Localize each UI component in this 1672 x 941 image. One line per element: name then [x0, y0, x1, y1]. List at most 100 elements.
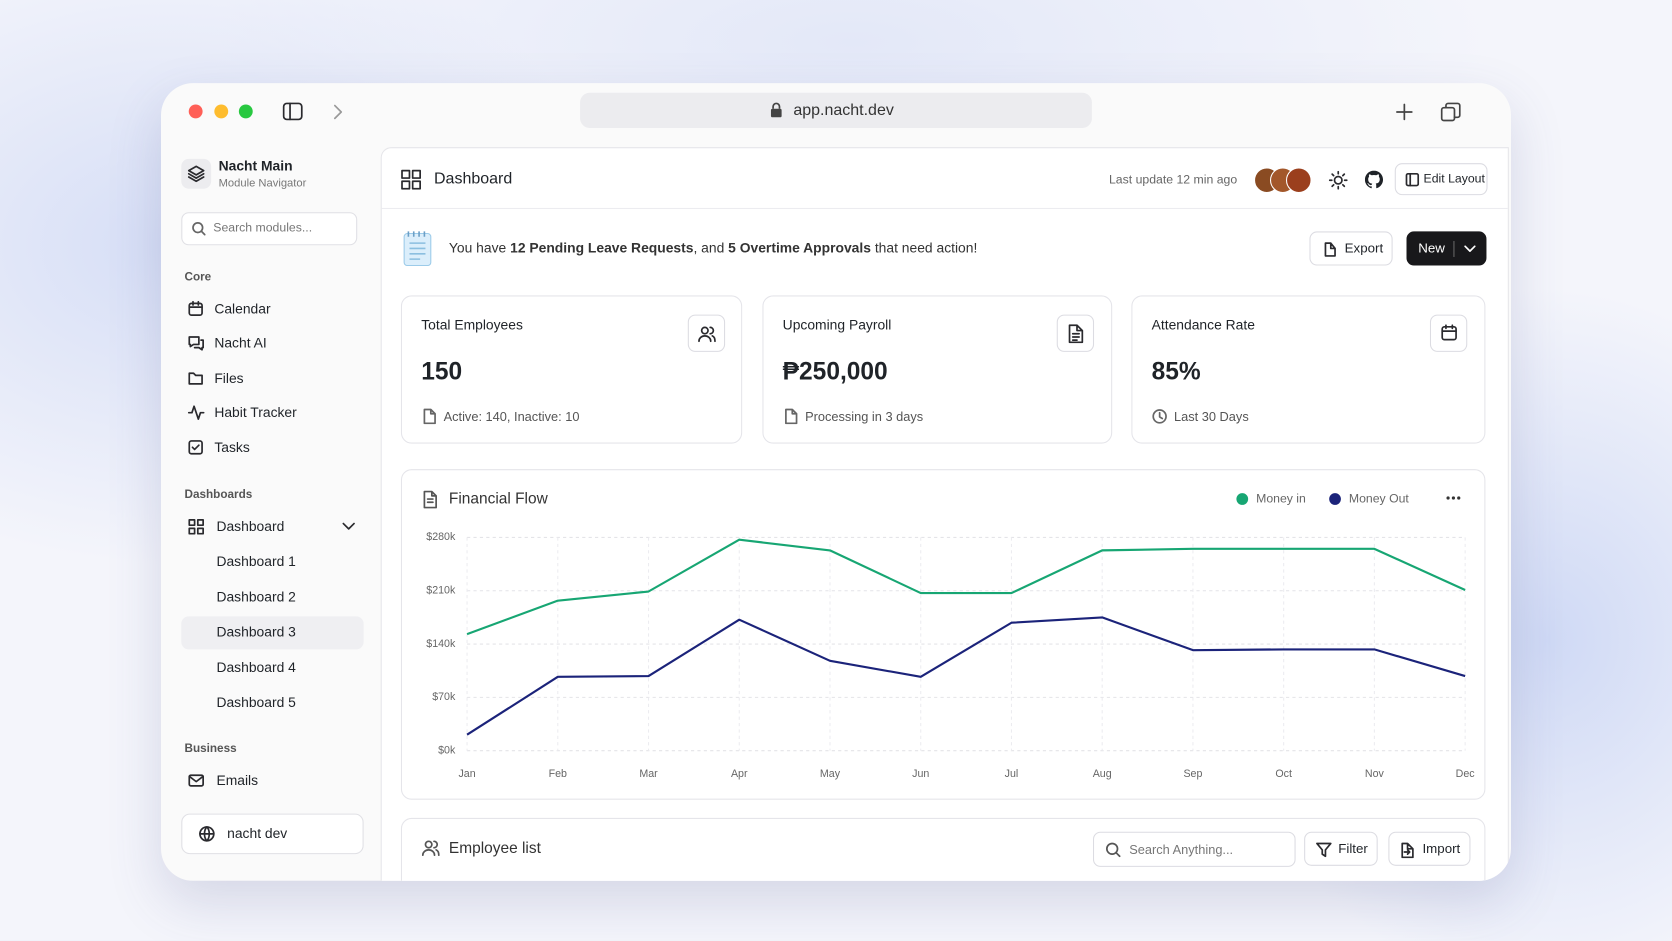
card-icon — [687, 314, 726, 352]
nav-subitem[interactable]: Dashboard 3 — [216, 623, 296, 640]
nav-item[interactable]: Files — [214, 370, 244, 387]
section-label: Dashboards — [184, 488, 253, 502]
x-tick-label: Jan — [458, 768, 475, 780]
filter-button[interactable]: Filter — [1304, 831, 1378, 866]
button-label: Filter — [1338, 841, 1368, 857]
section-label: Business — [184, 742, 237, 755]
more-menu[interactable] — [1446, 496, 1461, 500]
notice-part: , and — [693, 239, 725, 256]
page-title: Dashboard — [433, 169, 513, 188]
x-tick-label: Oct — [1275, 768, 1292, 780]
x-tick-label: Sep — [1183, 768, 1202, 780]
series-line — [466, 616, 1466, 736]
lock-icon — [770, 102, 782, 118]
header-divider — [381, 207, 1508, 210]
card-note: Active: 140, Inactive: 10 — [443, 409, 580, 425]
button-label: Export — [1344, 240, 1384, 256]
nav-item[interactable]: Dashboard — [216, 518, 285, 535]
notice-part: that need action! — [874, 239, 978, 256]
file-icon — [785, 408, 798, 425]
grid-icon — [188, 518, 204, 535]
import-button[interactable]: Import — [1388, 831, 1471, 866]
nav-subitem[interactable]: Dashboard 2 — [216, 588, 296, 605]
workspace-logo — [181, 158, 212, 189]
import-icon — [1401, 842, 1414, 859]
layers-icon — [187, 165, 205, 183]
user-footer[interactable]: nacht dev — [181, 813, 364, 855]
card-value: 85% — [1151, 357, 1201, 385]
new-button[interactable]: New — [1406, 231, 1487, 266]
nav-subitem[interactable]: Dashboard 4 — [216, 658, 296, 675]
chat-icon — [188, 336, 204, 351]
card-icon — [1429, 314, 1468, 352]
x-tick-label: Mar — [639, 768, 658, 780]
last-update: Last update 12 min ago — [1108, 173, 1238, 187]
url: app.nacht.dev — [793, 101, 894, 120]
x-tick-label: Nov — [1365, 768, 1385, 780]
search-icon — [1105, 842, 1121, 858]
export-button[interactable]: Export — [1309, 231, 1393, 266]
workspace-name[interactable]: Nacht Main — [218, 157, 293, 174]
search-icon — [192, 222, 206, 236]
document-icon — [423, 490, 437, 509]
avatar[interactable] — [1285, 167, 1312, 194]
x-tick-label: May — [820, 768, 841, 780]
stat-card: Attendance Rate 85% Last 30 Days — [1131, 295, 1486, 444]
button-divider — [1453, 240, 1455, 257]
list-search[interactable]: Search Anything... — [1092, 831, 1296, 867]
stat-card: Upcoming Payroll ₱250,000 Processing in … — [762, 295, 1113, 444]
notice-highlight: 12 Pending Leave Requests — [510, 239, 694, 256]
address-bar[interactable]: app.nacht.dev — [580, 92, 1092, 128]
activity-icon — [187, 405, 205, 420]
x-tick-label: Jul — [1005, 768, 1019, 780]
browser-window: app.nacht.dev Nacht Main Module Navigato… — [161, 83, 1511, 881]
file-icon — [423, 408, 436, 425]
notice-part: You have — [448, 239, 507, 256]
filter-icon — [1316, 842, 1332, 858]
nav-item[interactable]: Tasks — [214, 439, 250, 456]
minimize-button[interactable] — [214, 104, 229, 119]
y-tick-label: $70k — [432, 691, 456, 703]
list-title: Employee list — [448, 840, 541, 858]
nav-item[interactable]: Nacht AI — [214, 334, 267, 351]
x-tick-label: Apr — [731, 768, 748, 780]
legend-label: Money Out — [1349, 491, 1410, 505]
legend-swatch — [1236, 493, 1249, 505]
legend-label: Money in — [1256, 491, 1306, 505]
globe-icon — [199, 826, 215, 842]
nav-subitem[interactable]: Dashboard 5 — [216, 694, 296, 711]
series-line — [466, 538, 1466, 636]
card-title: Upcoming Payroll — [782, 316, 892, 333]
sidebar-toggle[interactable] — [282, 102, 304, 121]
nav-item[interactable]: Emails — [216, 772, 259, 789]
y-tick-label: $210k — [426, 585, 456, 597]
stat-card: Total Employees 150 Active: 140, Inactiv… — [400, 295, 743, 444]
nav-subitem[interactable]: Dashboard 1 — [216, 553, 296, 570]
employee-list-card: Employee list Search Anything... Filter … — [400, 817, 1486, 881]
layout-icon — [1405, 172, 1420, 187]
x-tick-label: Aug — [1093, 768, 1112, 780]
card-title: Total Employees — [421, 316, 523, 333]
nav-item[interactable]: Habit Tracker — [214, 404, 297, 421]
forward-button[interactable] — [332, 103, 345, 120]
new-tab[interactable] — [1396, 103, 1413, 121]
calendar-icon — [1441, 324, 1457, 341]
chevron-down[interactable] — [342, 522, 355, 532]
section-label: Core — [184, 270, 212, 284]
theme-toggle[interactable] — [1328, 170, 1348, 190]
module-search[interactable]: Search modules... — [181, 212, 358, 246]
github-icon[interactable] — [1364, 170, 1384, 189]
x-tick-label: Dec — [1456, 768, 1476, 780]
close-button[interactable] — [188, 104, 203, 119]
nav-item[interactable]: Calendar — [214, 300, 271, 317]
edit-layout-button[interactable]: Edit Layout — [1394, 163, 1488, 196]
footer-label: nacht dev — [227, 825, 288, 842]
zoom-button[interactable] — [238, 104, 253, 119]
tabs-overview[interactable] — [1440, 102, 1461, 122]
workspace-subtitle: Module Navigator — [218, 177, 307, 190]
active-item-background — [181, 616, 364, 650]
search-placeholder: Search modules... — [213, 221, 313, 235]
dashboard-icon — [401, 169, 421, 190]
folder-icon — [188, 372, 203, 385]
